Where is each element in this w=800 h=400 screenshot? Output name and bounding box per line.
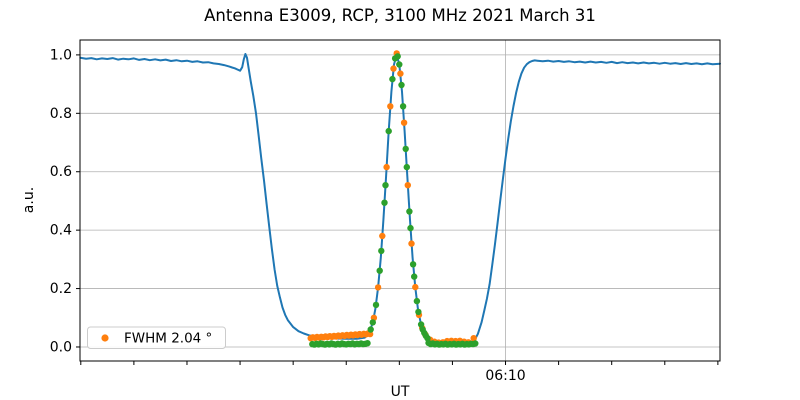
y-tick-label: 1.0 (50, 47, 72, 63)
legend-marker-icon (101, 334, 109, 342)
legend-label: FWHM 2.04 ° (124, 331, 212, 347)
series-background-subtracted-points (309, 53, 479, 348)
axes-spines (79, 39, 721, 362)
x-axis-ticks (80, 361, 719, 365)
y-tick-label: 0.0 (50, 339, 72, 355)
plot-area: 06:10 0.0 0.2 0.4 0.6 0.8 1.0 (50, 39, 721, 384)
x-axis-label: UT (391, 384, 410, 400)
y-tick-label: 0.8 (50, 106, 72, 122)
x-tick-label: 06:10 (485, 368, 525, 384)
grid-lines (80, 40, 720, 361)
legend: FWHM 2.04 ° (87, 326, 226, 349)
series-scan-line (79, 53, 721, 345)
y-axis-ticks (76, 54, 80, 348)
y-tick-label: 0.6 (50, 164, 72, 180)
y-axis-label: a.u. (21, 187, 37, 213)
y-tick-label: 0.2 (50, 281, 72, 297)
chart-title: Antenna E3009, RCP, 3100 MHz 2021 March … (204, 6, 596, 25)
legend-box (87, 326, 226, 349)
y-tick-label: 0.4 (50, 223, 72, 239)
